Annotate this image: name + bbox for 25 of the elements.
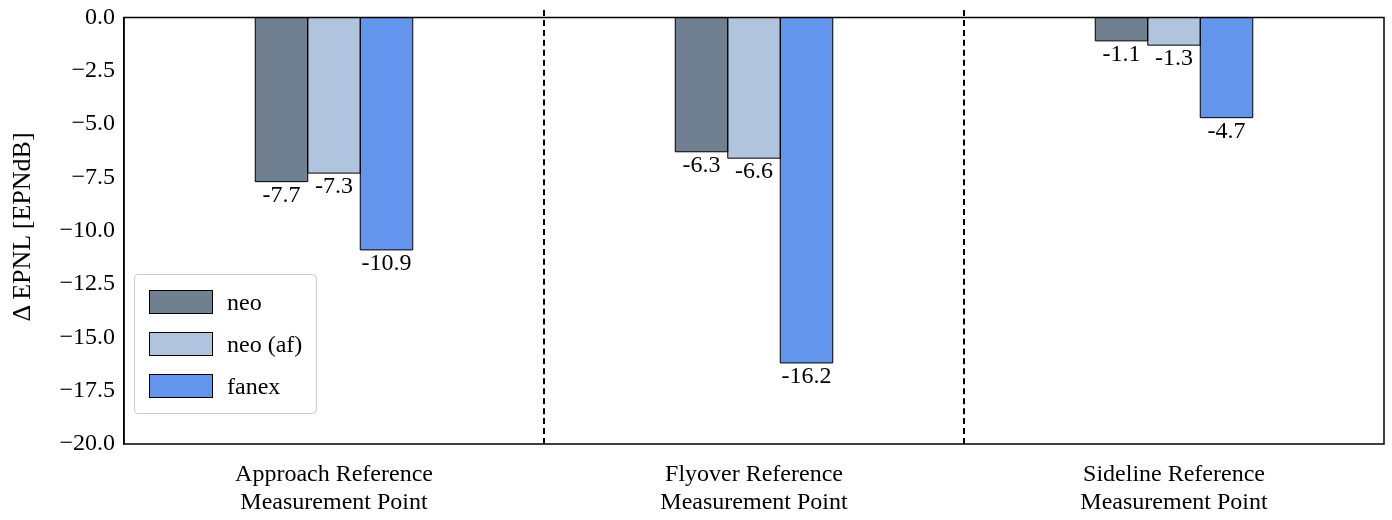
y-tick-label: 0.0 (85, 2, 115, 29)
y-tick-label: −15.0 (59, 322, 115, 349)
x-tick-label: Approach Reference Measurement Point (235, 459, 433, 515)
data-label: -16.2 (781, 362, 832, 389)
y-tick-label: −2.5 (71, 56, 115, 83)
data-label: -10.9 (361, 249, 412, 276)
data-label: -1.3 (1155, 44, 1193, 71)
legend-label: neo (227, 288, 262, 316)
legend-label: fanex (227, 372, 281, 400)
y-axis-title: Δ EPNL [EPNdB] (7, 132, 37, 322)
y-tick-label: −17.5 (59, 375, 115, 402)
x-tick-label: Sideline Reference Measurement Point (1080, 459, 1268, 515)
y-tick-label: −12.5 (59, 269, 115, 296)
data-label: -4.7 (1207, 116, 1246, 143)
y-tick-label: −7.5 (71, 162, 115, 189)
data-label: -6.3 (682, 151, 721, 178)
data-label: -1.1 (1102, 40, 1141, 67)
y-tick-label: −10.0 (59, 216, 115, 242)
data-label: -6.6 (735, 157, 773, 184)
x-tick-label: Flyover Reference Measurement Point (660, 459, 848, 515)
y-tick-label: −20.0 (59, 429, 115, 456)
legend-label: neo (af) (227, 330, 303, 358)
data-label: -7.3 (315, 172, 353, 199)
data-label: -7.7 (262, 180, 301, 207)
y-tick-label: −5.0 (71, 109, 115, 136)
